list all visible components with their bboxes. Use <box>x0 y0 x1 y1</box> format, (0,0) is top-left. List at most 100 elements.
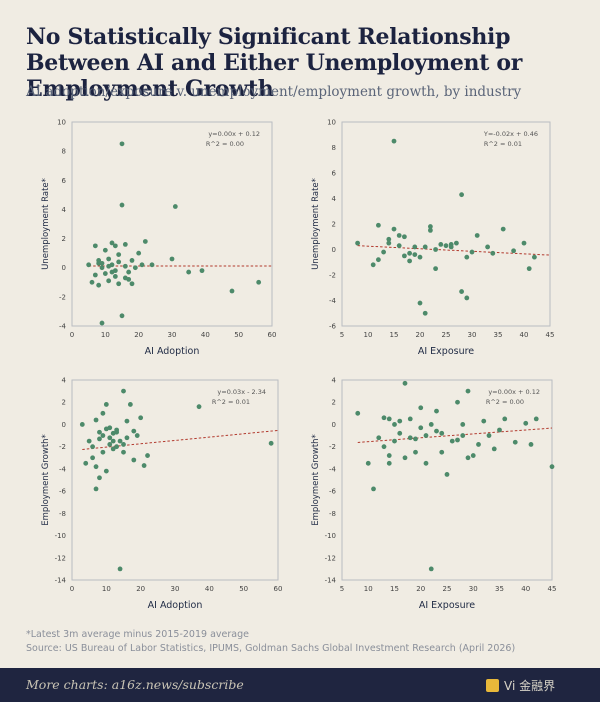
data-point <box>497 427 502 433</box>
data-point <box>106 256 112 262</box>
data-point <box>145 453 150 458</box>
data-point <box>439 449 445 455</box>
data-point <box>391 138 397 144</box>
data-point <box>93 417 99 423</box>
y-tick-label: 4 <box>62 377 67 385</box>
data-point <box>124 418 130 424</box>
y-tick-label: 4 <box>332 195 337 203</box>
data-point <box>121 449 126 455</box>
x-tick-label: 10 <box>364 331 373 339</box>
trend-line <box>357 427 553 443</box>
data-point <box>470 453 476 458</box>
x-tick-label: 30 <box>168 331 177 339</box>
data-point <box>381 249 386 255</box>
y-tick-label: 0 <box>332 246 336 254</box>
data-point <box>124 435 130 441</box>
data-point <box>465 455 471 461</box>
y-tick-label: 2 <box>332 221 336 229</box>
data-point <box>172 204 178 209</box>
y-tick-label: 10 <box>57 119 66 127</box>
x-axis-label: AI Adoption <box>145 346 200 357</box>
data-point <box>490 250 496 256</box>
data-point <box>100 410 106 416</box>
data-point <box>117 566 123 572</box>
data-point <box>512 439 518 445</box>
data-point <box>112 274 118 279</box>
data-point <box>464 295 470 301</box>
x-tick-label: 20 <box>416 585 425 593</box>
x-tick-label: 30 <box>469 585 478 593</box>
data-point <box>122 263 128 269</box>
y-tick-label: -12 <box>325 554 336 562</box>
y-axis-label: Unemployment Rate* <box>311 178 321 270</box>
watermark-text: Vi 金融界 <box>504 679 556 693</box>
data-point <box>392 438 397 444</box>
plot-frame-3 <box>71 379 279 581</box>
x-tick-label: 20 <box>134 331 143 339</box>
data-point <box>434 428 439 434</box>
plot-frame-1 <box>71 121 273 327</box>
data-point <box>417 254 423 260</box>
data-point <box>433 266 438 272</box>
data-point <box>381 444 387 450</box>
data-point <box>532 254 537 260</box>
y-tick-label: 0 <box>62 421 66 429</box>
x-tick-label: 0 <box>70 585 74 593</box>
data-point <box>106 263 112 269</box>
y-tick-label: 0 <box>332 421 336 429</box>
x-tick-label: 45 <box>548 585 557 593</box>
data-point <box>433 247 438 252</box>
x-tick-label: 35 <box>494 331 503 339</box>
x-tick-label: 40 <box>205 585 214 593</box>
data-point <box>114 444 120 450</box>
data-point <box>370 262 376 268</box>
data-point <box>423 433 429 438</box>
regression-equation: Y=-0.02x + 0.46 <box>483 130 538 138</box>
data-point <box>121 442 126 447</box>
x-axis-label: AI Adoption <box>148 600 203 611</box>
y-tick-label: -4 <box>59 323 67 331</box>
data-point <box>413 436 418 442</box>
y-axis-label: Employment Growth* <box>41 434 51 526</box>
y-tick-label: -14 <box>325 577 337 585</box>
x-tick-label: 60 <box>274 585 283 593</box>
data-point <box>149 262 155 268</box>
x-axis-label: AI Exposure <box>419 600 475 611</box>
data-point <box>481 418 487 424</box>
y-tick-label: -8 <box>329 510 336 518</box>
y-tick-label: 4 <box>62 206 67 214</box>
y-tick-label: -6 <box>329 323 337 331</box>
data-point <box>443 243 449 249</box>
data-point <box>485 244 490 250</box>
y-tick-label: -2 <box>59 293 66 301</box>
data-point <box>114 429 120 435</box>
data-point <box>459 289 464 294</box>
data-point <box>500 226 506 232</box>
data-point <box>428 566 434 572</box>
data-point <box>93 486 99 492</box>
data-point <box>99 320 105 326</box>
data-point <box>116 252 122 257</box>
x-tick-label: 50 <box>239 585 248 593</box>
data-point <box>256 279 262 285</box>
data-point <box>119 141 125 147</box>
y-tick-label: 8 <box>332 144 336 152</box>
footnote: *Latest 3m average minus 2015-2019 avera… <box>26 629 249 640</box>
data-point <box>423 460 429 466</box>
y-tick-label: -8 <box>59 510 66 518</box>
y-tick-label: -2 <box>329 443 336 451</box>
x-axis-label: AI Exposure <box>418 346 474 357</box>
data-point <box>386 236 392 242</box>
y-tick-label: -4 <box>59 465 67 473</box>
data-point <box>268 440 274 446</box>
data-point <box>386 453 392 458</box>
y-tick-label: -4 <box>329 297 337 305</box>
x-tick-label: 35 <box>495 585 504 593</box>
data-point <box>365 460 371 466</box>
data-point <box>129 281 135 287</box>
subscribe-link[interactable]: More charts: a16z.news/subscribe <box>26 677 244 692</box>
r-squared-label: R^2 = 0.00 <box>206 140 244 148</box>
y-tick-label: -6 <box>59 488 67 496</box>
data-point <box>486 433 492 438</box>
